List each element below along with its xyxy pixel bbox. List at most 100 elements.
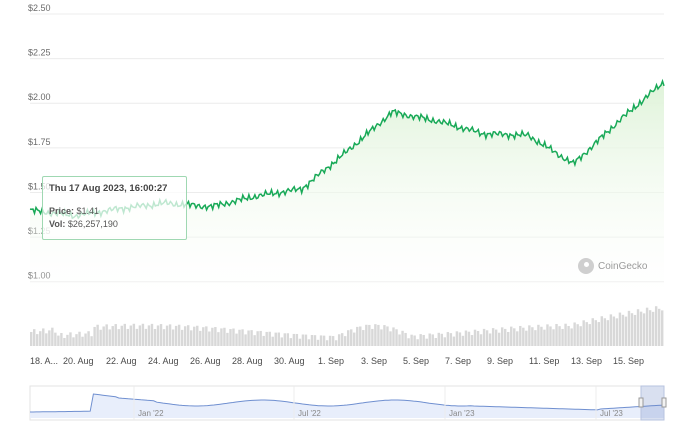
volume-bar: [102, 326, 105, 346]
volume-bar: [256, 331, 259, 346]
volume-bar: [503, 328, 507, 346]
volume-bar: [500, 327, 504, 346]
volume-bar: [63, 337, 66, 346]
volume-bar: [464, 330, 468, 346]
volume-bar: [196, 325, 199, 346]
volume-bar: [507, 331, 510, 346]
volume-bar: [334, 340, 338, 346]
volume-bar: [365, 324, 368, 346]
volume-bar: [618, 312, 622, 346]
volume-bar: [69, 332, 72, 346]
coingecko-logo-icon: [578, 258, 594, 274]
volume-bar: [564, 323, 567, 346]
volume-bar: [211, 327, 214, 346]
volume-bar: [159, 324, 163, 346]
volume-bar: [537, 324, 540, 346]
navigator-tick-label: Jan '23: [449, 409, 475, 418]
volume-bar: [470, 335, 474, 346]
navigator-handle-right: [661, 397, 667, 408]
volume-bar: [657, 308, 661, 346]
volume-bar: [202, 327, 205, 346]
x-tick-label: 15. Sep: [613, 356, 644, 366]
volume-bar: [407, 338, 410, 346]
x-tick-label: 20. Aug: [63, 356, 94, 366]
volume-bar: [434, 338, 437, 346]
volume-bar: [422, 334, 425, 346]
volume-bar: [633, 314, 637, 346]
volume-bar: [479, 334, 483, 346]
x-tick-label: 9. Sep: [487, 356, 513, 366]
x-axis: 18. A... 20. Aug 22. Aug 24. Aug 26. Aug 28. …: [30, 356, 644, 366]
volume-bar: [247, 330, 250, 346]
tooltip-vol-label: Vol:: [49, 219, 66, 229]
volume-bar: [84, 333, 87, 346]
volume-bar: [253, 335, 256, 346]
volume-bar: [446, 332, 450, 346]
volume-bar: [235, 333, 238, 346]
volume-bar: [111, 326, 114, 346]
volume-bar: [458, 332, 462, 346]
volume-bar: [250, 330, 253, 346]
volume-bar: [636, 309, 640, 346]
volume-bar: [519, 325, 522, 346]
volume-bar: [325, 340, 329, 346]
volume-bar: [259, 330, 262, 346]
volume-bar: [549, 326, 552, 346]
volume-bar: [630, 313, 634, 346]
volume-bar: [491, 328, 495, 346]
volume-bar: [416, 339, 419, 346]
volume-bar: [612, 316, 616, 346]
volume-bar: [476, 330, 480, 346]
volume-bar: [268, 331, 271, 346]
navigator-window: [640, 385, 665, 421]
volume-bar: [199, 330, 202, 346]
y-tick-label: $2.50: [28, 3, 51, 13]
volume-bar: [485, 330, 489, 346]
volume-bar: [162, 329, 166, 346]
volume-bar: [642, 313, 646, 346]
volume-bar: [295, 333, 299, 346]
volume-bar: [443, 337, 447, 346]
volume-bar: [223, 327, 226, 346]
volume-bar: [597, 322, 600, 346]
volume-bar: [567, 326, 570, 346]
x-tick-label: 1. Sep: [318, 356, 344, 366]
y-tick-label: $1.75: [28, 137, 51, 147]
x-tick-label: 24. Aug: [148, 356, 179, 366]
volume-bar: [606, 320, 610, 346]
volume-bar: [313, 335, 317, 346]
volume-bar: [648, 310, 652, 346]
volume-bar: [168, 324, 172, 346]
volume-bar: [425, 338, 428, 346]
volume-bar: [30, 332, 33, 346]
x-tick-label: 18. A...: [30, 356, 58, 366]
volume-bar: [292, 333, 296, 346]
volume-bar: [513, 328, 516, 346]
volume-bar: [238, 329, 241, 346]
volume-bar: [368, 324, 371, 346]
volume-bar: [39, 331, 42, 346]
volume-bar: [588, 324, 591, 346]
volume-bar: [558, 326, 561, 346]
volume-bar: [494, 329, 498, 346]
tooltip-price-label: Price:: [49, 206, 75, 216]
volume-bar: [171, 329, 175, 346]
volume-bar: [621, 314, 625, 346]
volume-bar: [410, 334, 413, 346]
volume-bar: [576, 324, 579, 346]
volume-bar: [183, 326, 187, 346]
volume-bar: [81, 336, 84, 346]
volume-bar: [310, 334, 314, 346]
volume-bar: [190, 330, 193, 346]
volume-bar: [440, 333, 444, 346]
x-tick-label: 5. Sep: [403, 356, 429, 366]
volume-bar: [600, 316, 604, 346]
volume-bar: [271, 336, 274, 346]
volume-bar: [226, 332, 229, 346]
volume-bar: [214, 327, 217, 346]
volume-bar: [660, 310, 664, 346]
tooltip-vol-value: $26,257,190: [67, 219, 118, 229]
volume-bar: [57, 335, 60, 346]
volume-bar: [639, 311, 643, 346]
